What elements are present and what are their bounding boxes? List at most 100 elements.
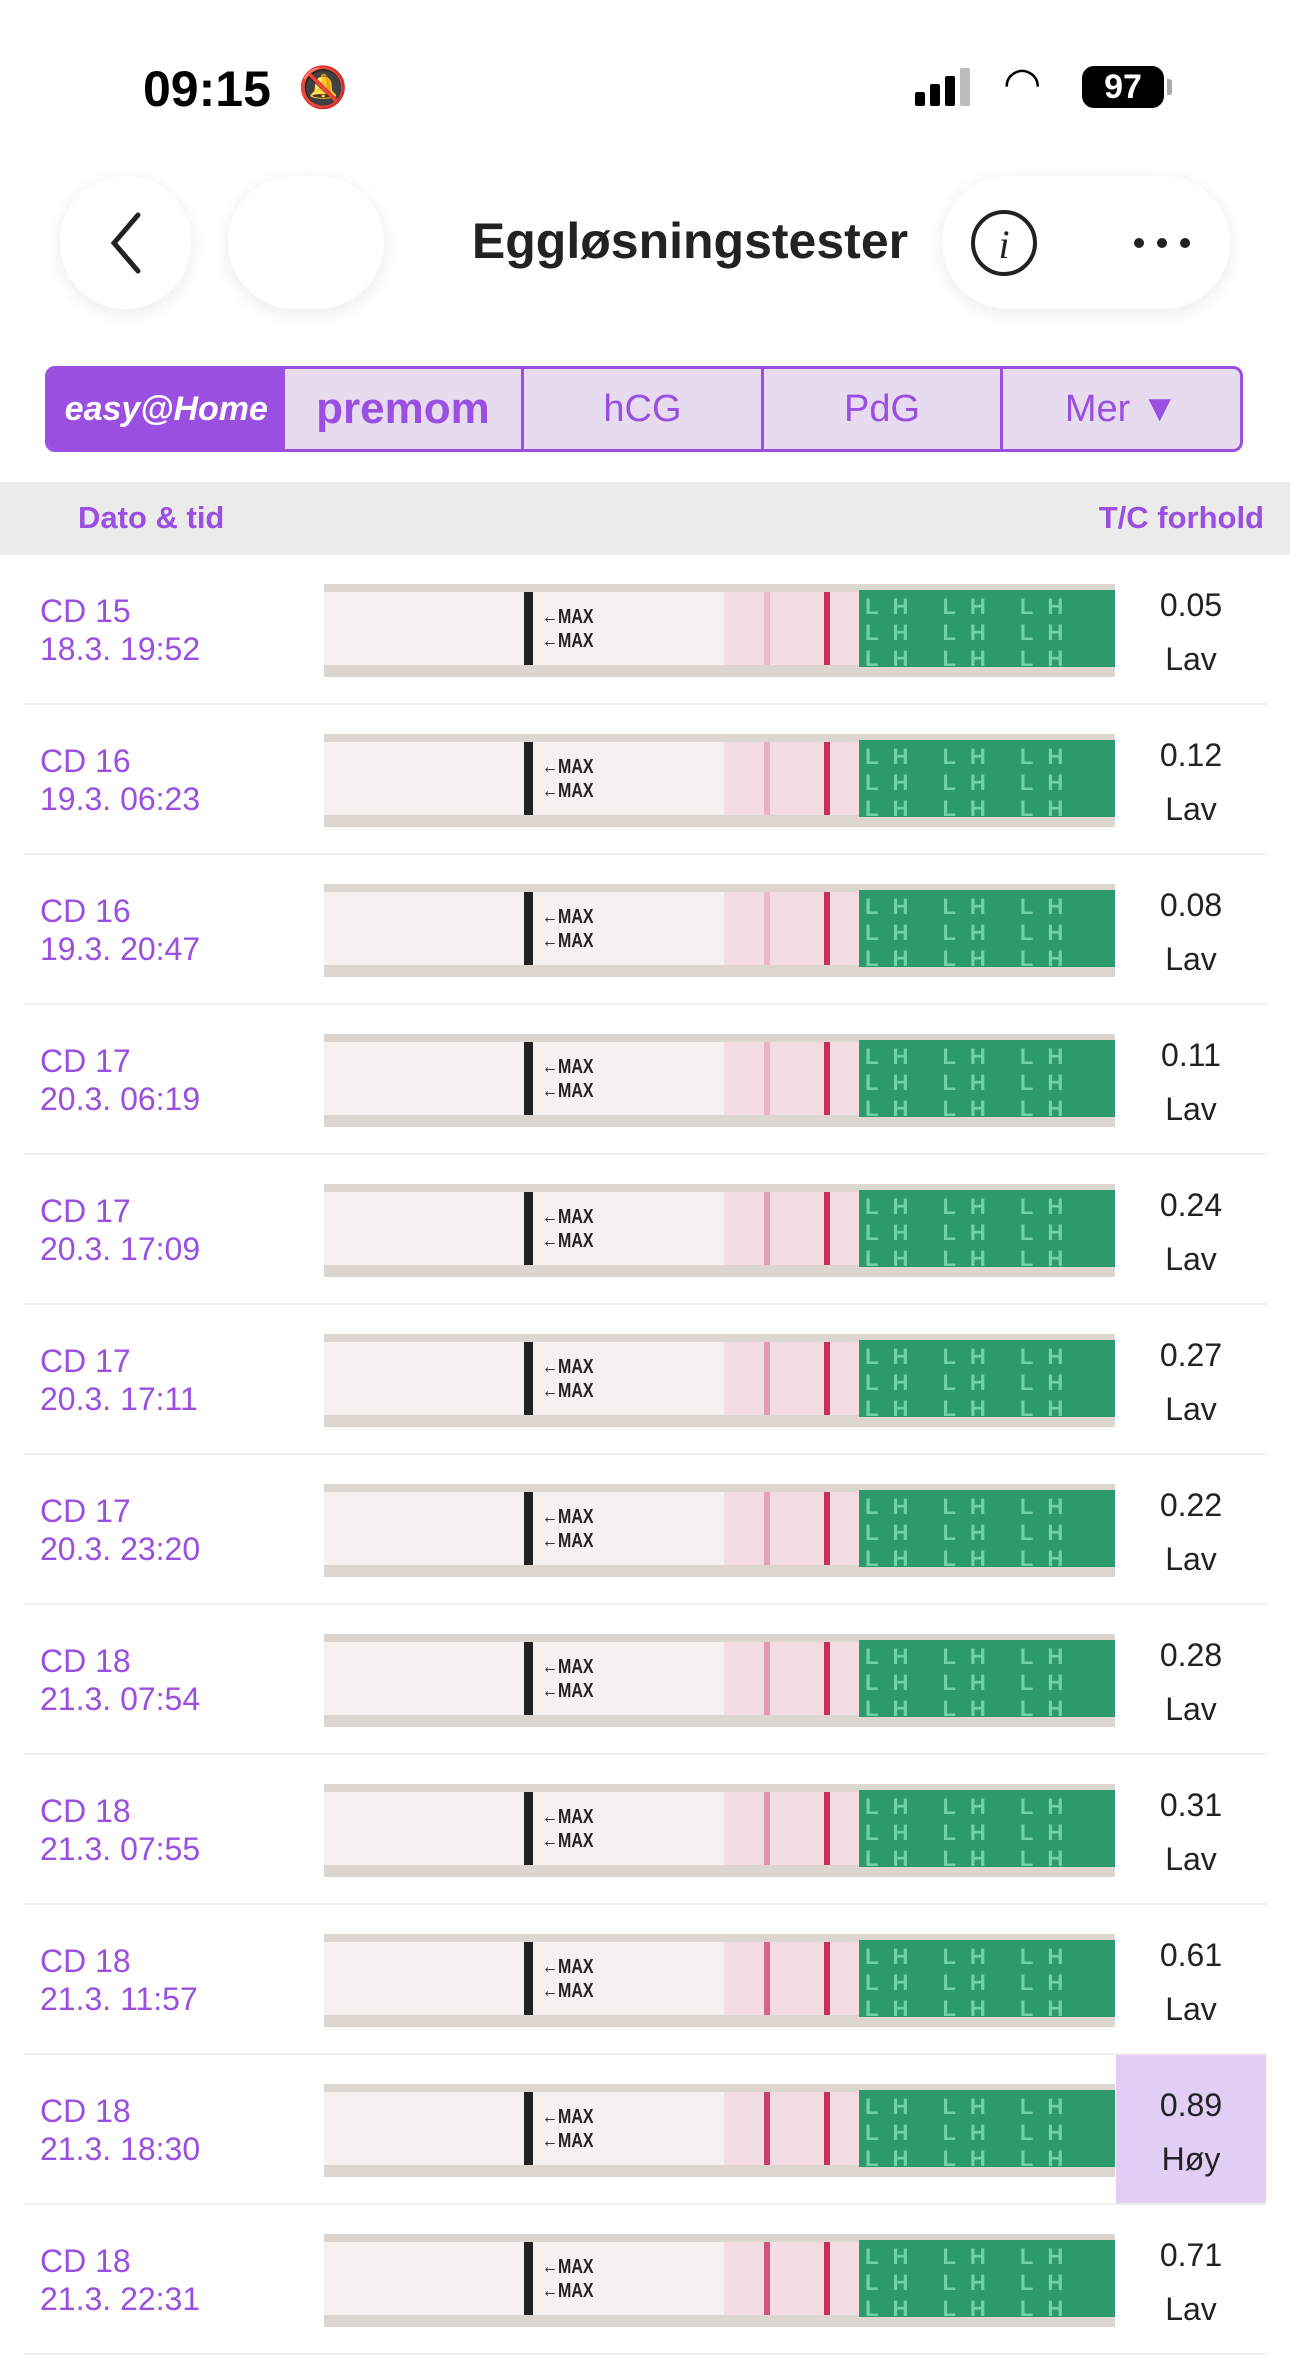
test-line	[764, 1492, 770, 1565]
lh-level: Lav	[1165, 641, 1217, 677]
tab-more[interactable]: Mer ▼	[1000, 369, 1240, 449]
tc-ratio: 0.31	[1159, 1787, 1223, 1823]
ratio-column-header: T/C forhold	[1098, 500, 1264, 535]
ratio-cell: 0.61 Lav	[1116, 1905, 1266, 2055]
test-strip-image[interactable]: ←MAX ←MAX LH LH LH LH LH LH LH LH LH LH …	[324, 1034, 1115, 1127]
tc-ratio: 0.89	[1159, 2087, 1223, 2123]
strip-max-label: ←MAX	[542, 1380, 594, 1402]
strip-lh-handle: LH LH LH LH LH LH LH LH LH LH LH LH LH L…	[859, 2240, 1115, 2317]
table-row[interactable]: CD 15 18.3. 19:52 ←MAX ←MAX LH LH LH LH …	[0, 555, 1290, 705]
lh-level: Høy	[1161, 2141, 1221, 2177]
strip-result-window	[724, 742, 859, 815]
test-strip-image[interactable]: ←MAX ←MAX LH LH LH LH LH LH LH LH LH LH …	[324, 1334, 1115, 1427]
table-row[interactable]: CD 18 21.3. 22:31 ←MAX ←MAX LH LH LH LH …	[0, 2205, 1290, 2355]
strip-lh-handle: LH LH LH LH LH LH LH LH LH LH LH LH LH L…	[859, 2090, 1115, 2167]
test-strip-image[interactable]: ←MAX ←MAX LH LH LH LH LH LH LH LH LH LH …	[324, 2234, 1115, 2327]
table-row[interactable]: CD 18 21.3. 11:57 ←MAX ←MAX LH LH LH LH …	[0, 1905, 1290, 2055]
strip-max-label: ←MAX	[542, 1830, 594, 1852]
table-row[interactable]: CD 16 19.3. 06:23 ←MAX ←MAX LH LH LH LH …	[0, 705, 1290, 855]
strip-lh-handle: LH LH LH LH LH LH LH LH LH LH LH LH LH L…	[859, 890, 1115, 967]
strip-max-label: ←MAX	[542, 2130, 594, 2152]
tc-ratio: 0.24	[1159, 1187, 1223, 1223]
strip-max-label: ←MAX	[542, 906, 594, 928]
info-icon[interactable]: i	[969, 208, 1039, 278]
control-line	[824, 1642, 830, 1715]
test-strip-image[interactable]: ←MAX ←MAX LH LH LH LH LH LH LH LH LH LH …	[324, 734, 1115, 827]
strip-max-label: ←MAX	[542, 1530, 594, 1552]
strip-max-bar	[524, 1042, 533, 1115]
back-button[interactable]	[60, 176, 191, 309]
tc-ratio: 0.11	[1161, 1037, 1221, 1073]
wifi-icon: ◠	[1003, 59, 1042, 108]
test-strip-image[interactable]: ←MAX ←MAX LH LH LH LH LH LH LH LH LH LH …	[324, 1784, 1115, 1877]
test-strip-image[interactable]: ←MAX ←MAX LH LH LH LH LH LH LH LH LH LH …	[324, 1484, 1115, 1577]
ratio-cell: 0.71 Lav	[1116, 2205, 1266, 2355]
strip-max-label: ←MAX	[542, 1230, 594, 1252]
strip-max-bar	[524, 1192, 533, 1265]
table-row[interactable]: CD 18 21.3. 18:30 ←MAX ←MAX LH LH LH LH …	[0, 2055, 1290, 2205]
test-strip-image[interactable]: ←MAX ←MAX LH LH LH LH LH LH LH LH LH LH …	[324, 584, 1115, 677]
test-line	[764, 592, 770, 665]
row-divider	[24, 1453, 1266, 1455]
row-divider	[24, 1603, 1266, 1605]
test-strip-image[interactable]: ←MAX ←MAX LH LH LH LH LH LH LH LH LH LH …	[324, 2084, 1115, 2177]
tc-ratio: 0.27	[1159, 1337, 1223, 1373]
ratio-cell: 0.12 Lav	[1116, 705, 1266, 855]
strip-lh-handle: LH LH LH LH LH LH LH LH LH LH LH LH LH L…	[859, 1790, 1115, 1867]
battery-icon: 97	[1082, 66, 1172, 108]
strip-max-bar	[524, 592, 533, 665]
table-row[interactable]: CD 18 21.3. 07:54 ←MAX ←MAX LH LH LH LH …	[0, 1605, 1290, 1755]
cycle-day: CD 15	[40, 593, 131, 629]
lh-level: Lav	[1165, 941, 1217, 977]
test-datetime: 20.3. 06:19	[40, 1081, 201, 1117]
test-line	[764, 1192, 770, 1265]
strip-lh-handle: LH LH LH LH LH LH LH LH LH LH LH LH LH L…	[859, 590, 1115, 667]
date-column-header: Dato & tid	[78, 500, 225, 535]
strip-max-bar	[524, 1792, 533, 1865]
table-row[interactable]: CD 18 21.3. 07:55 ←MAX ←MAX LH LH LH LH …	[0, 1755, 1290, 1905]
ratio-cell: 0.27 Lav	[1116, 1305, 1266, 1455]
tc-ratio: 0.05	[1159, 587, 1223, 623]
test-strip-image[interactable]: ←MAX ←MAX LH LH LH LH LH LH LH LH LH LH …	[324, 1184, 1115, 1277]
table-row[interactable]: CD 16 19.3. 20:47 ←MAX ←MAX LH LH LH LH …	[0, 855, 1290, 1005]
test-datetime: 18.3. 19:52	[40, 631, 201, 667]
control-line	[824, 592, 830, 665]
cycle-day: CD 18	[40, 1943, 131, 1979]
strip-max-label: ←MAX	[542, 1806, 594, 1828]
test-strip-image[interactable]: ←MAX ←MAX LH LH LH LH LH LH LH LH LH LH …	[324, 884, 1115, 977]
tab-hcg[interactable]: hCG	[521, 369, 761, 449]
tab-pdg[interactable]: PdG	[760, 369, 1001, 449]
test-line	[764, 2092, 770, 2165]
test-line	[764, 742, 770, 815]
test-line	[764, 1342, 770, 1415]
more-icon[interactable]	[1132, 236, 1192, 250]
control-line	[824, 1792, 830, 1865]
test-strip-image[interactable]: ←MAX ←MAX LH LH LH LH LH LH LH LH LH LH …	[324, 1934, 1115, 2027]
strip-max-label: ←MAX	[542, 930, 594, 952]
test-strip-image[interactable]: ←MAX ←MAX LH LH LH LH LH LH LH LH LH LH …	[324, 1634, 1115, 1727]
test-type-tabs: easy@Home premom hCG PdG Mer ▼	[45, 366, 1243, 452]
tc-ratio: 0.28	[1159, 1637, 1223, 1673]
cycle-day: CD 17	[40, 1193, 131, 1229]
row-divider	[24, 1003, 1266, 1005]
table-row[interactable]: CD 17 20.3. 17:11 ←MAX ←MAX LH LH LH LH …	[0, 1305, 1290, 1455]
strip-max-label: ←MAX	[542, 1680, 594, 1702]
table-row[interactable]: CD 17 20.3. 17:09 ←MAX ←MAX LH LH LH LH …	[0, 1155, 1290, 1305]
table-row[interactable]: CD 17 20.3. 06:19 ←MAX ←MAX LH LH LH LH …	[0, 1005, 1290, 1155]
table-row[interactable]: CD 17 20.3. 23:20 ←MAX ←MAX LH LH LH LH …	[0, 1455, 1290, 1605]
strip-result-window	[724, 892, 859, 965]
back-icon	[110, 212, 140, 273]
blank-button[interactable]	[228, 176, 384, 309]
control-line	[824, 2092, 830, 2165]
cycle-day: CD 18	[40, 1643, 131, 1679]
strip-result-window	[724, 1792, 859, 1865]
easyhome-logo[interactable]: easy@Home	[48, 369, 285, 449]
test-datetime: 21.3. 22:31	[40, 2281, 201, 2317]
status-bar: 09:15 🔕 ◠ 97	[0, 0, 1290, 150]
strip-max-label: ←MAX	[542, 630, 594, 652]
tc-ratio: 0.12	[1159, 737, 1223, 773]
row-divider	[24, 1903, 1266, 1905]
tab-premom[interactable]: premom	[316, 384, 490, 433]
ratio-cell: 0.24 Lav	[1116, 1155, 1266, 1305]
column-header: Dato & tid T/C forhold	[0, 482, 1290, 555]
